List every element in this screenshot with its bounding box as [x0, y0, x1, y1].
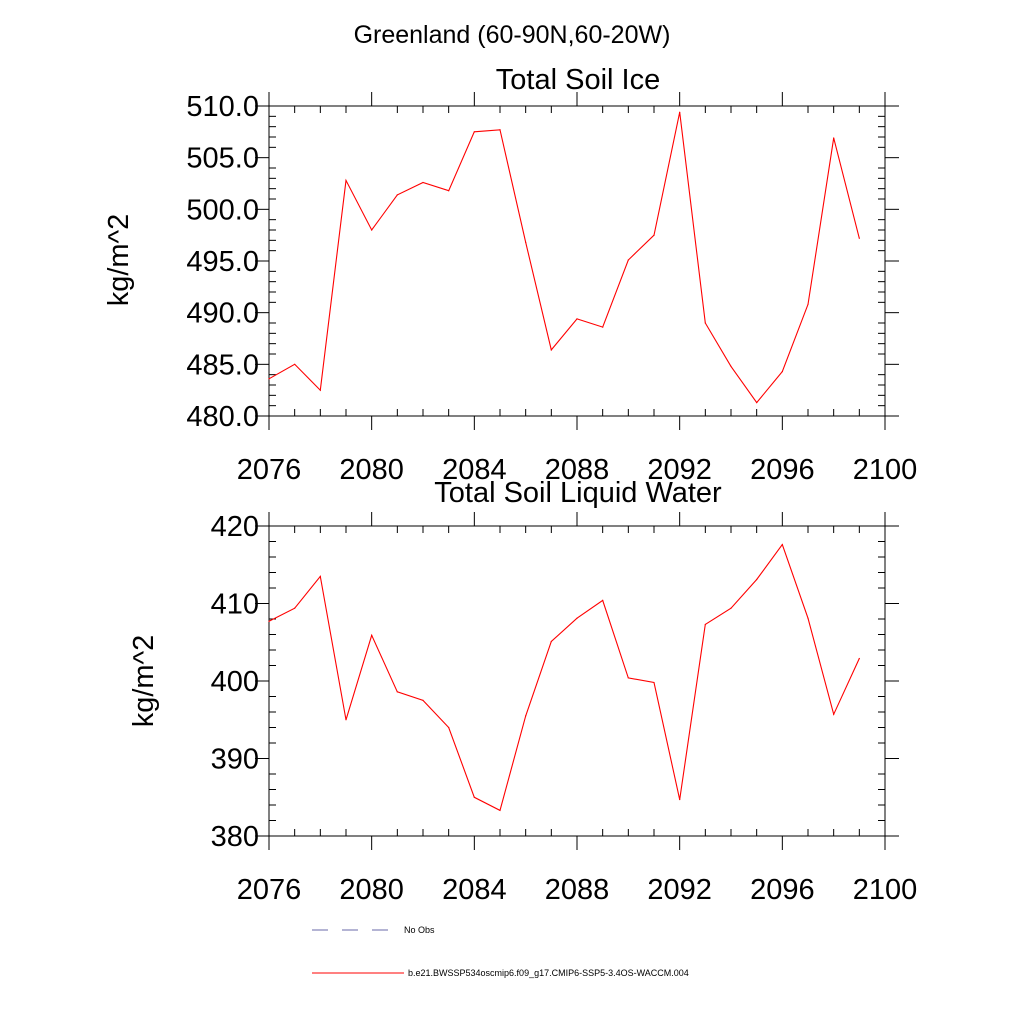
y-tick-label: 420 [211, 511, 259, 543]
legend-label: No Obs [404, 925, 435, 935]
y-axis-label: kg/m^2 [103, 214, 135, 307]
data-point [858, 657, 860, 660]
data-point [653, 234, 655, 236]
data-point [730, 607, 732, 609]
y-tick-label: 505.0 [186, 143, 259, 175]
data-point [268, 620, 270, 622]
plot-frame [268, 105, 886, 417]
data-point [448, 190, 450, 192]
panel-total-soil-ice: Total Soil Ice kg/m^2 2076 2080 2084 2088 20… [103, 64, 917, 486]
data-point [550, 349, 552, 351]
data-point [422, 181, 424, 184]
x-tick-label: 2088 [545, 874, 610, 906]
data-point [396, 691, 398, 693]
data-point [756, 578, 758, 581]
x-tick-label: 2092 [647, 454, 712, 486]
data-point [499, 129, 501, 131]
data-point [858, 237, 860, 239]
y-tick-label: 495.0 [186, 246, 259, 278]
data-point [627, 677, 629, 679]
legend-entry-model-run: b.e21.BWSSP534oscmip6.f09_g17.CMIP6-SSP5… [312, 968, 689, 978]
y-tick-label: 400 [211, 666, 259, 698]
x-tick-label: 2096 [750, 874, 815, 906]
data-point [473, 796, 475, 798]
x-tick-label: 2084 [442, 454, 507, 486]
data-point [319, 575, 321, 577]
data-point [679, 111, 681, 113]
x-tick-label: 2100 [853, 454, 918, 486]
data-point [781, 544, 783, 546]
y-tick-label: 500.0 [186, 194, 259, 226]
data-point [525, 715, 527, 717]
y-tick-label: 480.0 [186, 401, 259, 433]
data-point [679, 798, 681, 801]
data-point [807, 617, 809, 619]
x-tick-label: 2080 [339, 874, 404, 906]
data-point [704, 322, 706, 324]
figure-suptitle: Greenland (60-90N,60-20W) [354, 21, 671, 49]
data-point [525, 241, 527, 243]
data-point [268, 378, 270, 380]
legend: No Obs b.e21.BWSSP534oscmip6.f09_g17.CMI… [312, 925, 689, 978]
data-point [422, 699, 424, 701]
data-point [627, 259, 629, 261]
legend-label: b.e21.BWSSP534oscmip6.f09_g17.CMIP6-SSP5… [408, 968, 689, 978]
x-tick-label: 2096 [750, 454, 815, 486]
y-tick-label: 390 [211, 744, 259, 776]
data-point [319, 389, 321, 391]
data-point [833, 137, 835, 139]
panel-total-soil-liquid-water: Total Soil Liquid Water kg/m^2 2076 2080 2… [128, 477, 917, 906]
data-point [499, 809, 501, 812]
data-point [345, 179, 347, 181]
y-tick-label: 410 [211, 589, 259, 621]
series-line [268, 543, 860, 812]
data-point [602, 326, 604, 328]
data-point [756, 401, 758, 404]
data-point [833, 713, 835, 715]
y-tick-label: 510.0 [186, 91, 259, 123]
data-point [371, 229, 373, 231]
data-point [294, 363, 296, 365]
x-tick-label: 2088 [545, 454, 610, 486]
data-point [653, 681, 655, 684]
data-point [396, 194, 398, 196]
y-tick-label: 490.0 [186, 298, 259, 330]
x-tick-label: 2076 [237, 874, 302, 906]
data-point [781, 370, 783, 373]
panel-title: Total Soil Liquid Water [434, 477, 722, 509]
data-point [807, 303, 809, 305]
x-tick-label: 2092 [647, 874, 712, 906]
x-tick-label: 2076 [237, 454, 302, 486]
data-point [294, 607, 296, 609]
legend-entry-no-obs: No Obs [312, 925, 435, 935]
series-line [268, 112, 860, 404]
x-tick-label: 2080 [339, 454, 404, 486]
y-axis-label: kg/m^2 [128, 635, 160, 728]
data-point [730, 365, 732, 367]
data-point [576, 617, 578, 619]
y-tick-label: 380 [211, 821, 259, 853]
data-point [576, 318, 578, 320]
y-tick-label: 485.0 [186, 349, 259, 381]
data-point [345, 719, 347, 721]
panel-title: Total Soil Ice [496, 64, 660, 96]
data-point [602, 599, 604, 602]
data-point [448, 726, 450, 729]
data-point [371, 634, 373, 636]
x-tick-label: 2100 [853, 874, 918, 906]
data-point [550, 640, 552, 643]
data-point [473, 131, 475, 133]
data-point [704, 623, 706, 626]
x-tick-label: 2084 [442, 874, 507, 906]
